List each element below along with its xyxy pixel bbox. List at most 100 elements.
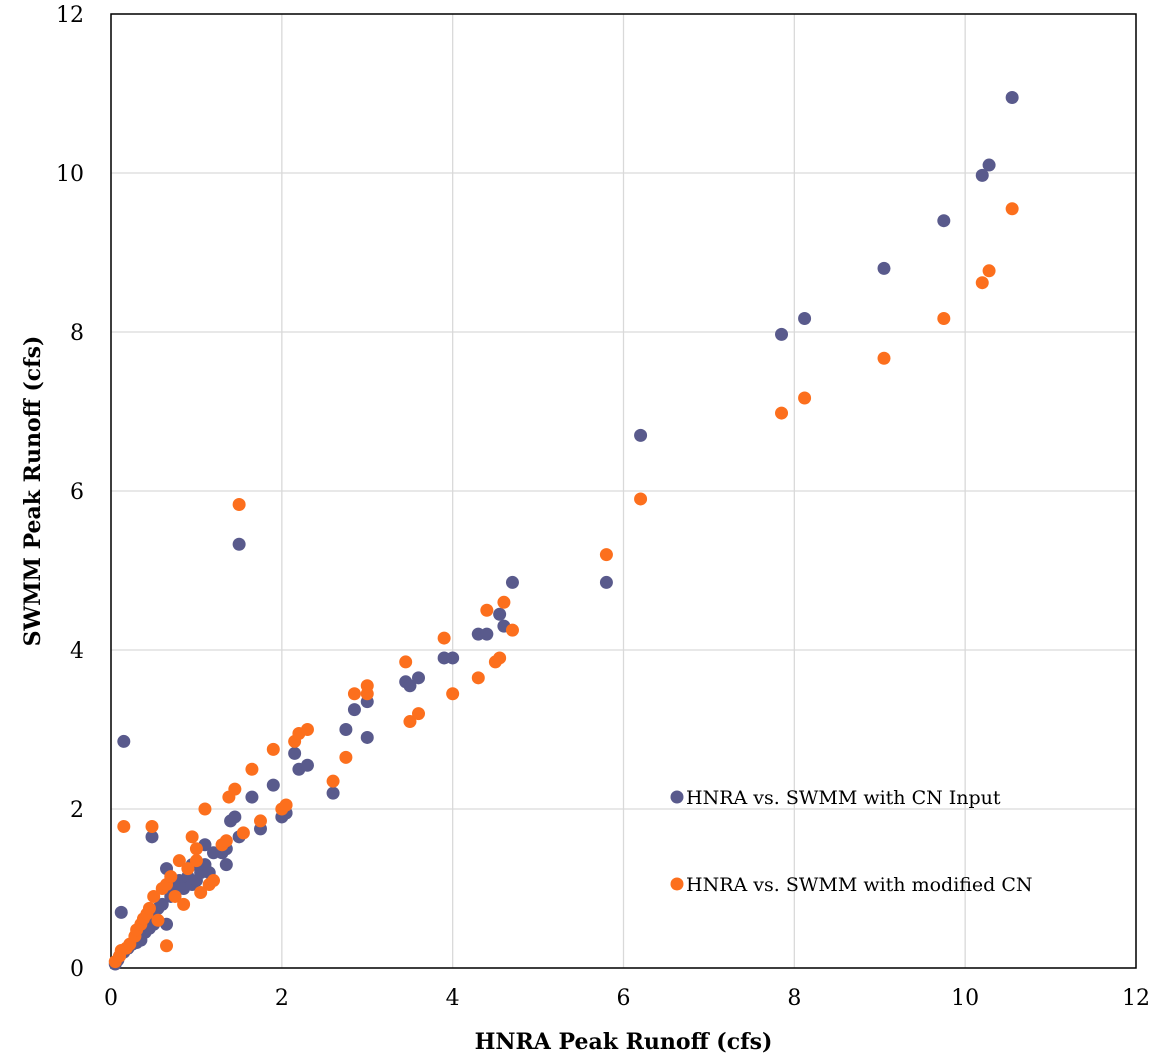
data-point-cn-input [1005,90,1019,104]
data-point-cn-input [775,327,789,341]
data-point-modified-cn [1005,202,1019,216]
data-point-modified-cn [599,548,613,562]
data-point-modified-cn [775,406,789,420]
legend-marker-cn-input [670,790,684,804]
data-point-modified-cn [497,595,511,609]
x-tick-label: 0 [104,986,118,1011]
x-tick-label: 2 [275,986,289,1011]
data-point-modified-cn [480,603,494,617]
data-point-modified-cn [279,798,293,812]
data-point-cn-input [339,723,353,736]
data-point-modified-cn [245,762,259,776]
y-axis-tick-labels: 0 2 4 6 8 10 12 [56,3,84,982]
x-tick-label: 8 [787,986,801,1011]
data-point-cn-input [326,786,340,800]
data-point-cn-input [347,703,361,717]
data-point-modified-cn [145,819,159,833]
x-axis-title: HNRA Peak Runoff (cfs) [475,1029,773,1055]
y-axis-title: SWMM Peak Runoff (cfs) [20,336,46,647]
data-point-cn-input [245,790,259,804]
data-point-modified-cn [505,623,519,637]
data-point-cn-input [219,858,233,872]
x-tick-label: 4 [446,986,460,1011]
data-point-modified-cn [798,391,812,405]
data-point-cn-input [412,671,425,685]
data-point-modified-cn [877,351,891,365]
data-point-cn-input [937,214,951,228]
data-point-modified-cn [326,774,340,788]
data-point-cn-input [877,261,891,275]
data-point-modified-cn [982,264,996,278]
data-point-modified-cn [198,802,212,816]
data-point-modified-cn [189,842,203,856]
data-point-modified-cn [339,750,353,764]
y-tick-label: 6 [70,480,84,505]
data-point-modified-cn [181,862,195,876]
y-tick-label: 0 [70,957,84,982]
data-point-modified-cn [228,782,242,796]
y-tick-label: 8 [70,321,84,346]
legend-marker-modified-cn [670,877,684,891]
data-point-modified-cn [232,498,246,512]
data-point-modified-cn [189,854,203,868]
data-point-cn-input [982,158,996,172]
data-point-modified-cn [347,687,361,701]
data-point-modified-cn [147,889,161,903]
x-tick-label: 6 [617,986,631,1011]
data-point-cn-input [228,810,242,824]
data-point-modified-cn [177,897,191,911]
data-point-modified-cn [219,834,233,848]
data-point-modified-cn [437,631,451,645]
data-point-modified-cn [142,901,156,915]
data-point-modified-cn [253,814,267,828]
data-point-modified-cn [493,651,507,665]
data-point-modified-cn [207,874,220,888]
y-tick-label: 10 [56,162,84,187]
y-tick-label: 2 [70,798,84,823]
data-point-modified-cn [360,679,374,693]
data-point-modified-cn [194,885,208,899]
data-point-modified-cn [446,687,460,701]
data-point-modified-cn [185,830,199,844]
data-point-cn-input [288,746,302,760]
x-axis-tick-labels: 0 2 4 6 8 10 12 [104,986,1150,1011]
data-point-cn-input [232,537,246,551]
x-tick-label: 12 [1122,986,1150,1011]
data-point-cn-input [117,734,131,748]
data-point-modified-cn [403,715,417,729]
data-point-modified-cn [236,826,250,840]
data-point-cn-input [493,607,507,621]
data-point-cn-input [360,730,374,744]
data-point-modified-cn [151,913,165,927]
data-point-cn-input [798,311,812,325]
data-point-cn-input [266,778,280,792]
legend-label-cn-input: HNRA vs. SWMM with CN Input [686,787,1001,809]
data-point-modified-cn [471,671,485,685]
chart-legend: HNRA vs. SWMM with CN Input HNRA vs. SWM… [670,787,1033,896]
data-point-modified-cn [168,889,182,903]
data-point-modified-cn [117,819,131,833]
plot-area-border [110,13,1137,969]
data-point-modified-cn [160,939,174,953]
data-point-cn-input [300,758,314,772]
data-points [108,90,1019,971]
data-point-cn-input [599,575,613,589]
data-point-cn-input [505,575,519,589]
data-point-cn-input [114,905,128,919]
data-point-modified-cn [164,870,178,884]
data-point-modified-cn [634,492,648,506]
data-point-cn-input [446,651,460,665]
legend-label-modified-cn: HNRA vs. SWMM with modified CN [686,874,1033,896]
data-point-cn-input [145,830,159,844]
x-tick-label: 10 [951,986,979,1011]
data-point-cn-input [634,428,648,442]
data-point-modified-cn [412,707,425,721]
y-tick-label: 4 [70,639,84,664]
data-point-cn-input [480,627,494,641]
data-point-cn-input [155,897,169,911]
data-point-modified-cn [937,311,951,325]
data-point-modified-cn [975,276,989,290]
data-point-modified-cn [300,723,314,736]
data-point-modified-cn [172,854,186,868]
